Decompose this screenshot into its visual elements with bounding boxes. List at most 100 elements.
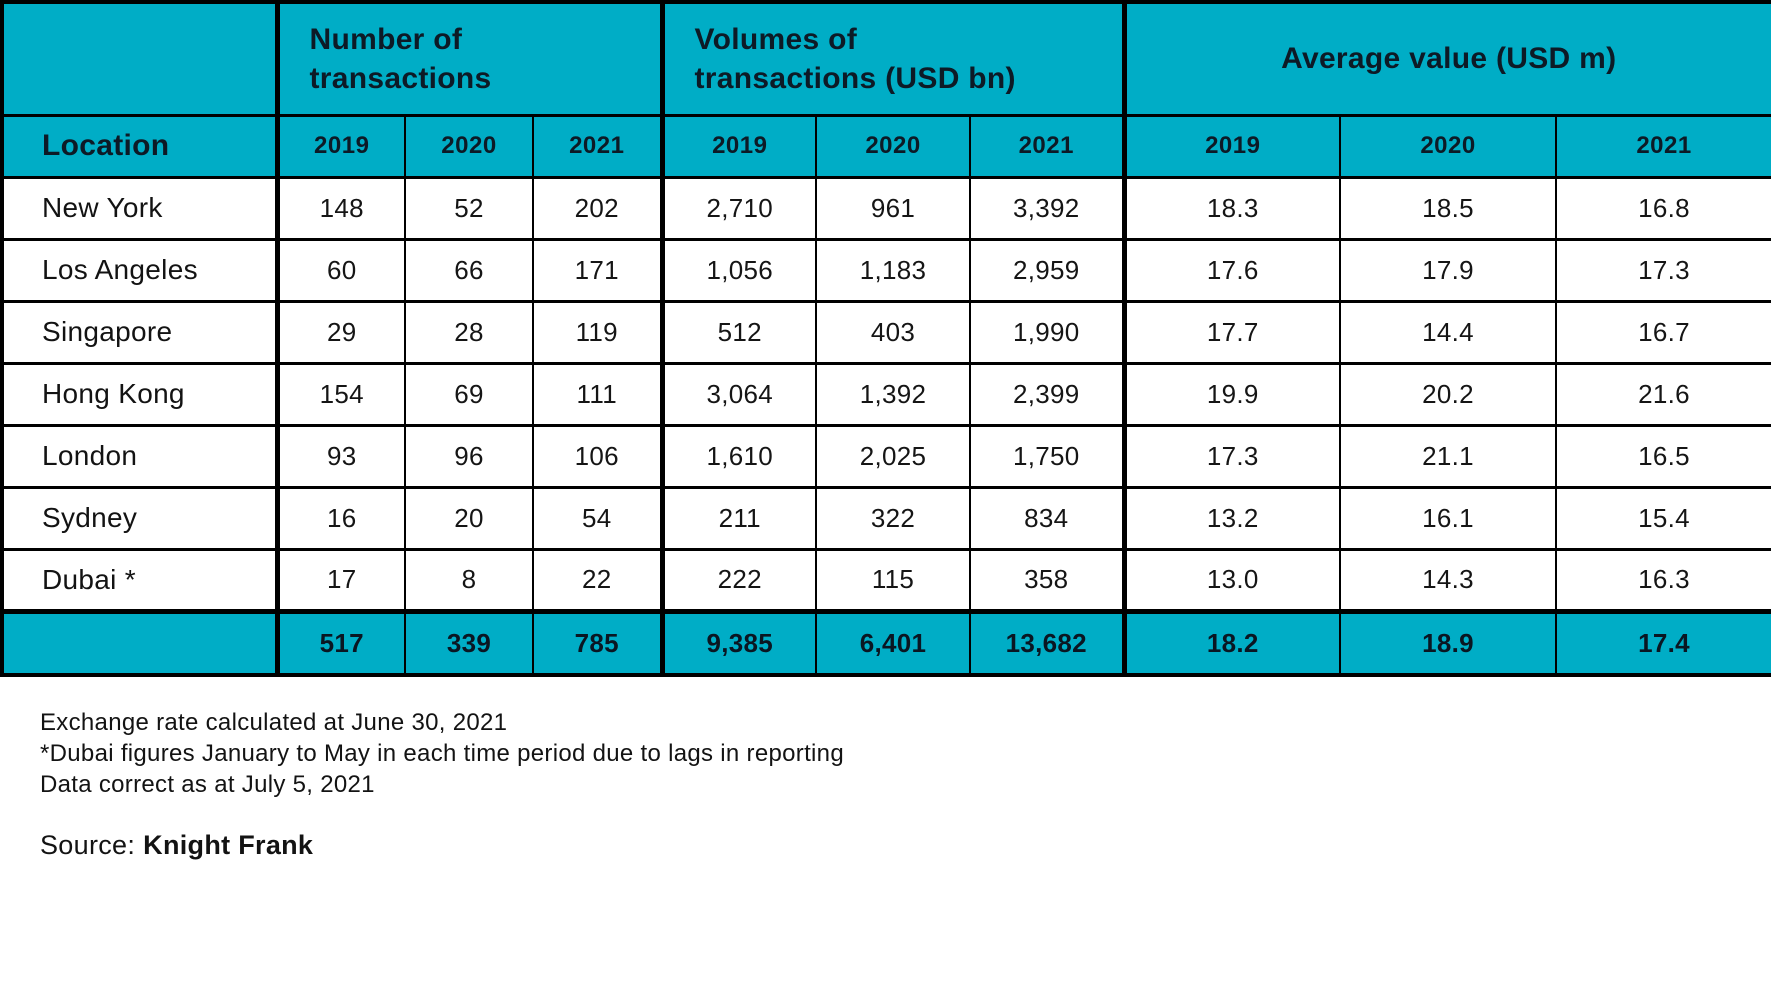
- value-cell: 17.3: [1121, 423, 1341, 487]
- value-cell: 93: [274, 423, 405, 487]
- value-cell: 16.8: [1555, 175, 1771, 239]
- corner-cell: [1, 0, 277, 115]
- total-value-cell: 9,385: [659, 608, 817, 675]
- total-value-cell: 785: [531, 608, 663, 675]
- value-cell: 115: [815, 547, 971, 611]
- value-cell: 2,025: [815, 423, 971, 487]
- value-cell: 1,183: [815, 237, 971, 301]
- value-cell: 16: [274, 485, 405, 549]
- value-cell: 96: [404, 423, 533, 487]
- value-cell: 16.3: [1555, 547, 1771, 611]
- value-cell: 28: [404, 299, 533, 363]
- value-cell: 14.4: [1339, 299, 1557, 363]
- value-cell: 106: [531, 423, 663, 487]
- table-row-dubai: Dubai * 17 8 22 222 115 358 13.0 14.3 16…: [1, 547, 1771, 611]
- year-header: 2019: [1121, 113, 1341, 177]
- group-header-volumes: Volumes of transactions (USD bn): [659, 0, 1125, 115]
- year-header: 2021: [969, 113, 1125, 177]
- value-cell: 202: [531, 175, 663, 239]
- year-header: 2021: [531, 113, 663, 177]
- value-cell: 14.3: [1339, 547, 1557, 611]
- year-header-row: Location 2019 2020 2021 2019 2020 2021 2…: [1, 113, 1771, 177]
- location-cell: London: [1, 423, 277, 487]
- table-row-singapore: Singapore 29 28 119 512 403 1,990 17.7 1…: [1, 299, 1771, 363]
- total-row: 517 339 785 9,385 6,401 13,682 18.2 18.9…: [1, 608, 1771, 675]
- location-cell: Sydney: [1, 485, 277, 549]
- value-cell: 15.4: [1555, 485, 1771, 549]
- table-row-hong-kong: Hong Kong 154 69 111 3,064 1,392 2,399 1…: [1, 361, 1771, 425]
- source-line: Source: Knight Frank: [40, 830, 1771, 861]
- group-header-row: Number of transactions Volumes of transa…: [1, 0, 1771, 115]
- value-cell: 20.2: [1339, 361, 1557, 425]
- value-cell: 1,056: [659, 237, 817, 301]
- footnote-data-correct: Data correct as at July 5, 2021: [40, 771, 375, 798]
- value-cell: 1,610: [659, 423, 817, 487]
- group-header-number: Number of transactions: [274, 0, 663, 115]
- total-value-cell: 17.4: [1555, 608, 1771, 675]
- transactions-table: Number of transactions Volumes of transa…: [0, 0, 1771, 677]
- location-cell: New York: [1, 175, 277, 239]
- year-header: 2020: [1339, 113, 1557, 177]
- value-cell: 22: [531, 547, 663, 611]
- location-cell: Dubai *: [1, 547, 277, 611]
- value-cell: 403: [815, 299, 971, 363]
- year-header: 2019: [659, 113, 817, 177]
- year-header: 2020: [404, 113, 533, 177]
- value-cell: 2,710: [659, 175, 817, 239]
- value-cell: 19.9: [1121, 361, 1341, 425]
- value-cell: 1,392: [815, 361, 971, 425]
- value-cell: 17.6: [1121, 237, 1341, 301]
- value-cell: 13.2: [1121, 485, 1341, 549]
- value-cell: 29: [274, 299, 405, 363]
- value-cell: 322: [815, 485, 971, 549]
- value-cell: 154: [274, 361, 405, 425]
- value-cell: 54: [531, 485, 663, 549]
- value-cell: 17.7: [1121, 299, 1341, 363]
- value-cell: 512: [659, 299, 817, 363]
- value-cell: 17.9: [1339, 237, 1557, 301]
- total-value-cell: 18.9: [1339, 608, 1557, 675]
- total-value-cell: 13,682: [969, 608, 1125, 675]
- value-cell: 211: [659, 485, 817, 549]
- value-cell: 358: [969, 547, 1125, 611]
- value-cell: 2,399: [969, 361, 1125, 425]
- location-cell: Singapore: [1, 299, 277, 363]
- total-value-cell: 18.2: [1121, 608, 1341, 675]
- value-cell: 13.0: [1121, 547, 1341, 611]
- value-cell: 961: [815, 175, 971, 239]
- location-cell: Los Angeles: [1, 237, 277, 301]
- total-value-cell: 339: [404, 608, 533, 675]
- value-cell: 3,392: [969, 175, 1125, 239]
- group-header-average: Average value (USD m): [1121, 0, 1771, 115]
- year-header: 2021: [1555, 113, 1771, 177]
- value-cell: 20: [404, 485, 533, 549]
- value-cell: 66: [404, 237, 533, 301]
- total-value-cell: 517: [274, 608, 405, 675]
- location-header: Location: [1, 113, 277, 177]
- table-row-london: London 93 96 106 1,610 2,025 1,750 17.3 …: [1, 423, 1771, 487]
- location-cell: Hong Kong: [1, 361, 277, 425]
- source-label: Source:: [40, 830, 136, 860]
- source-name: Knight Frank: [143, 830, 314, 860]
- value-cell: 2,959: [969, 237, 1125, 301]
- value-cell: 171: [531, 237, 663, 301]
- total-value-cell: 6,401: [815, 608, 971, 675]
- value-cell: 16.5: [1555, 423, 1771, 487]
- value-cell: 16.1: [1339, 485, 1557, 549]
- value-cell: 21.1: [1339, 423, 1557, 487]
- value-cell: 52: [404, 175, 533, 239]
- value-cell: 18.3: [1121, 175, 1341, 239]
- value-cell: 17: [274, 547, 405, 611]
- value-cell: 111: [531, 361, 663, 425]
- value-cell: 3,064: [659, 361, 817, 425]
- value-cell: 69: [404, 361, 533, 425]
- value-cell: 222: [659, 547, 817, 611]
- value-cell: 16.7: [1555, 299, 1771, 363]
- value-cell: 8: [404, 547, 533, 611]
- value-cell: 60: [274, 237, 405, 301]
- total-label-cell: [1, 608, 277, 675]
- value-cell: 834: [969, 485, 1125, 549]
- value-cell: 148: [274, 175, 405, 239]
- table-row-new-york: New York 148 52 202 2,710 961 3,392 18.3…: [1, 175, 1771, 239]
- value-cell: 1,750: [969, 423, 1125, 487]
